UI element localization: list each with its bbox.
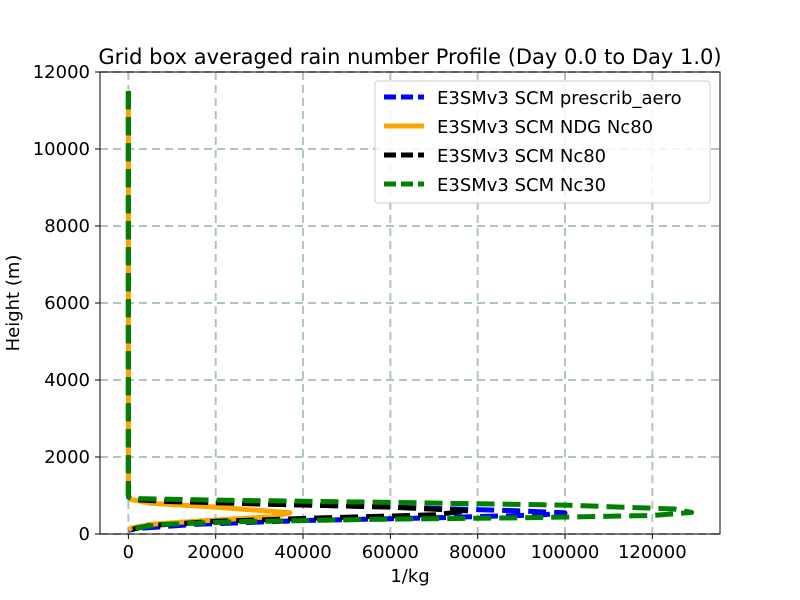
chart-title: Grid box averaged rain number Profile (D… [98,45,721,69]
x-tick-label: 0 [123,542,134,563]
y-tick-label: 4000 [44,370,90,391]
legend-box [374,80,711,204]
legend-label-4: E3SMv3 SCM Nc30 [437,175,606,196]
x-tick-label: 100000 [531,542,600,563]
x-axis-label: 1/kg [390,566,429,587]
x-tick-label: 80000 [449,542,506,563]
y-tick-label: 8000 [44,216,90,237]
series-layer [125,91,695,533]
series-line-2 [125,91,293,532]
x-tick-label: 60000 [362,542,419,563]
legend-label-2: E3SMv3 SCM NDG Nc80 [437,117,653,138]
legend-label-1: E3SMv3 SCM prescrib_aero [437,88,682,109]
y-tick-label: 0 [79,524,90,545]
x-tick-label: 120000 [618,542,687,563]
x-tick-label: 20000 [187,542,244,563]
series-line-4 [125,91,695,533]
legend-label-3: E3SMv3 SCM Nc80 [437,146,606,167]
y-tick-label: 6000 [44,293,90,314]
y-axis-label: Height (m) [3,255,24,352]
ticks: 0 20000 40000 60000 80000 100000 120000 0 2000 40… [33,62,687,563]
legend: E3SMv3 SCM prescrib_aero E3SMv3 SCM NDG N… [374,80,711,204]
x-tick-label: 40000 [274,542,331,563]
y-tick-label: 12000 [33,62,90,83]
y-tick-label: 10000 [33,139,90,160]
y-tick-label: 2000 [44,447,90,468]
